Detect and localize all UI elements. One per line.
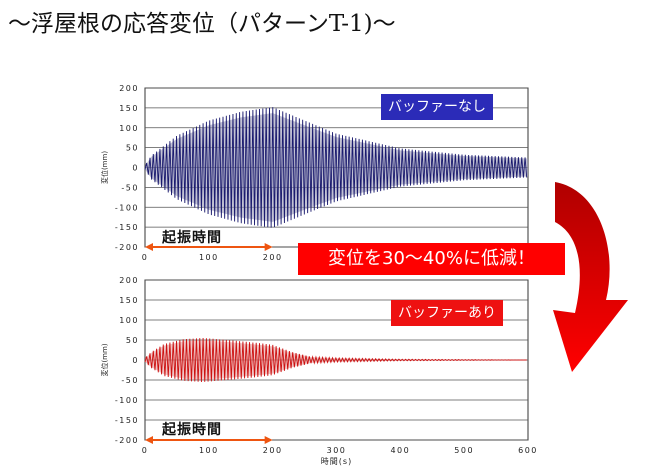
x-tick-label: 200 <box>263 446 283 455</box>
x-tick-label: 0 <box>142 253 149 262</box>
y-tick-label: 100 <box>119 316 139 325</box>
y-tick-label: 200 <box>119 84 139 93</box>
y-tick-label: 50 <box>126 144 139 153</box>
curved-arrow-icon <box>553 182 628 372</box>
slide-title: 〜浮屋根の応答変位（パターンT-1)〜 <box>8 11 396 37</box>
x-tick-label: 100 <box>199 446 219 455</box>
y-axis-label: 変位(mm) <box>100 151 109 184</box>
y-tick-label: -200 <box>115 243 139 252</box>
y-tick-label: -100 <box>115 396 139 405</box>
x-tick-label: 100 <box>199 253 219 262</box>
reduction-callout: 変位を30〜40%に低減！ <box>298 243 565 275</box>
y-tick-label: -200 <box>115 436 139 445</box>
x-tick-label: 500 <box>454 446 474 455</box>
response-displacement-series <box>144 338 527 382</box>
x-tick-label: 0 <box>142 446 149 455</box>
y-tick-label: -100 <box>115 203 139 212</box>
y-tick-label: 100 <box>119 124 139 133</box>
legend-tag-with-buffer: バッファーあり <box>391 300 503 326</box>
excitation-arrow-right-head-icon <box>264 436 273 444</box>
y-tick-label: -50 <box>121 376 139 385</box>
x-tick-label: 200 <box>263 253 283 262</box>
x-tick-label: 400 <box>390 446 410 455</box>
response-displacement-series <box>144 107 528 228</box>
excitation-arrow-left-head-icon <box>145 243 153 251</box>
y-tick-label: -150 <box>115 416 139 425</box>
y-tick-label: -50 <box>121 183 139 192</box>
excitation-label-bottom: 起振時間 <box>162 422 222 438</box>
y-tick-label: 150 <box>119 104 139 113</box>
y-tick-label: 0 <box>132 356 139 365</box>
y-tick-label: 200 <box>119 276 139 285</box>
legend-tag-without-buffer: バッファーなし <box>381 94 493 120</box>
y-axis-label: 変位(mm) <box>100 343 109 376</box>
x-axis-label: 時間(s) <box>321 457 352 466</box>
y-tick-label: -150 <box>115 223 139 232</box>
y-tick-label: 50 <box>126 336 139 345</box>
y-tick-label: 0 <box>132 164 139 173</box>
excitation-arrow-left-head-icon <box>145 436 153 444</box>
x-tick-label: 300 <box>327 446 347 455</box>
x-tick-label: 600 <box>518 446 538 455</box>
y-tick-label: 150 <box>119 296 139 305</box>
excitation-arrow-right-head-icon <box>264 243 273 251</box>
excitation-label-top: 起振時間 <box>162 230 222 246</box>
